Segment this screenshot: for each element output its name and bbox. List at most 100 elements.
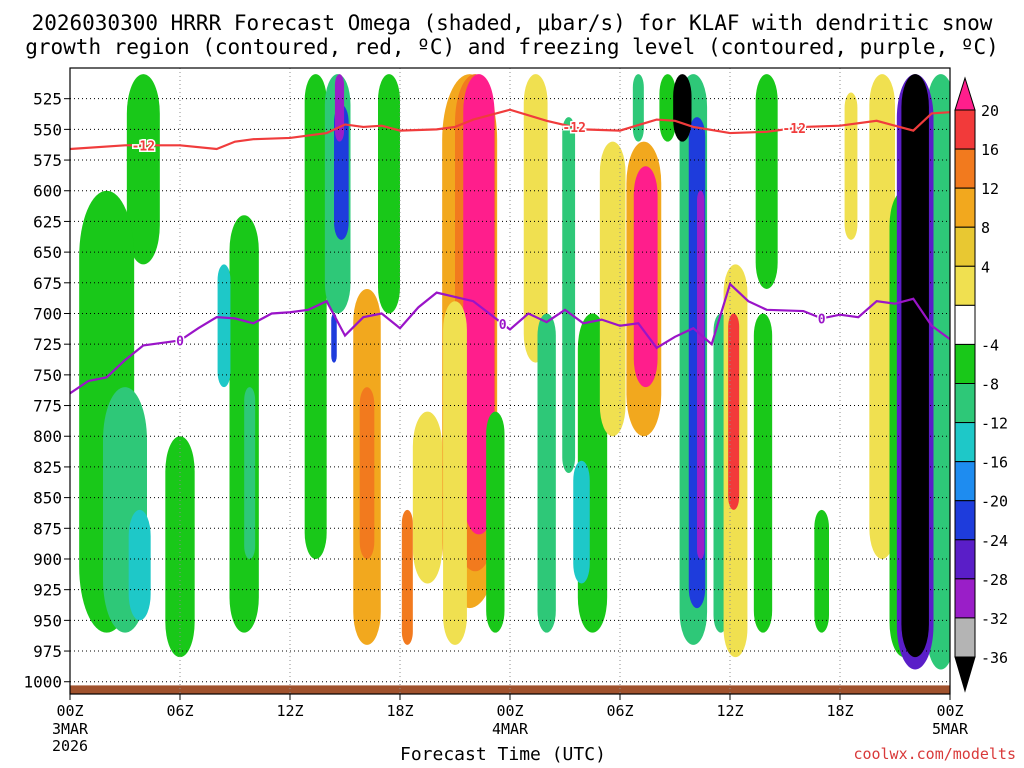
- y-tick-label: 900: [33, 550, 62, 569]
- dgz-contour-label: -12: [562, 121, 585, 136]
- x-tick-label: 00Z: [496, 702, 523, 720]
- omega-cell: [659, 74, 676, 142]
- omega-cell: [244, 387, 256, 559]
- x-tick-label: 18Z: [826, 702, 853, 720]
- y-tick-label: 550: [33, 120, 62, 139]
- colorbar-label: -12: [981, 415, 1008, 433]
- omega-cell: [523, 74, 548, 363]
- omega-cell: [412, 411, 443, 584]
- colorbar-swatch: [954, 578, 976, 619]
- x-tick-label: 06Z: [606, 702, 633, 720]
- x-tick-label: 06Z: [166, 702, 193, 720]
- y-tick-label: 975: [33, 642, 62, 661]
- y-tick-label: 725: [33, 335, 62, 354]
- omega-cell: [486, 411, 505, 633]
- colorbar-bottom-arrow: [954, 656, 976, 693]
- chart-title-line1: 2026030300 HRRR Forecast Omega (shaded, …: [31, 11, 993, 35]
- x-tick-year-label: 2026: [52, 737, 88, 755]
- colorbar-swatch: [954, 187, 976, 228]
- y-tick-label: 700: [33, 304, 62, 323]
- y-tick-label: 825: [33, 458, 62, 477]
- credit-text: coolwx.com/modelts: [853, 745, 1016, 763]
- colorbar-label: 4: [981, 258, 990, 276]
- colorbar-swatch: [954, 226, 976, 267]
- colorbar-swatch: [954, 539, 976, 580]
- omega-cell: [814, 509, 829, 633]
- y-tick-label: 1000: [23, 673, 62, 692]
- y-tick-label: 925: [33, 581, 62, 600]
- dgz-contour-label: -12: [782, 122, 805, 137]
- y-tick-label: 950: [33, 611, 62, 630]
- omega-cell: [331, 313, 337, 363]
- omega-cell: [755, 74, 778, 289]
- omega-cell: [128, 509, 151, 621]
- x-tick-date-label: 3MAR: [52, 720, 89, 738]
- x-tick-label: 00Z: [56, 702, 83, 720]
- omega-cell: [334, 74, 345, 142]
- omega-cell: [401, 509, 413, 645]
- colorbar-swatch: [954, 422, 976, 463]
- omega-cell: [573, 460, 590, 584]
- dgz-contour-line: [70, 108, 950, 151]
- y-tick-label: 800: [33, 427, 62, 446]
- omega-cell: [304, 74, 327, 559]
- y-tick-label: 675: [33, 274, 62, 293]
- x-tick-label: 00Z: [936, 702, 963, 720]
- y-tick-label: 525: [33, 90, 62, 109]
- freezing-contour-label: 0: [499, 318, 507, 333]
- x-tick-label: 12Z: [716, 702, 743, 720]
- chart-title-line2: growth region (contoured, red, ºC) and f…: [25, 35, 999, 59]
- x-tick-date-label: 5MAR: [932, 720, 969, 738]
- dgz-contour-label: -12: [132, 139, 155, 154]
- colorbar-swatch: [954, 383, 976, 424]
- colorbar-label: 12: [981, 180, 999, 198]
- colorbar-swatch: [954, 461, 976, 502]
- colorbar-swatch: [954, 148, 976, 189]
- colorbar-swatch: [954, 617, 976, 658]
- omega-cell: [673, 74, 692, 142]
- omega-cell: [632, 74, 644, 142]
- x-axis-title: Forecast Time (UTC): [400, 744, 606, 765]
- y-tick-label: 850: [33, 489, 62, 508]
- colorbar-swatch: [954, 265, 976, 306]
- colorbar-label: 8: [981, 219, 990, 237]
- colorbar-label: -16: [981, 454, 1008, 472]
- colorbar-label: -24: [981, 532, 1008, 550]
- colorbar-label: -4: [981, 336, 999, 354]
- y-tick-label: 875: [33, 519, 62, 538]
- omega-cell: [359, 387, 375, 559]
- y-tick-label: 750: [33, 366, 62, 385]
- omega-cell: [599, 141, 626, 437]
- colorbar-label: 16: [981, 141, 999, 159]
- omega-cell: [126, 74, 160, 265]
- colorbar-swatch: [954, 304, 976, 345]
- colorbar-label: -32: [981, 610, 1008, 628]
- freezing-contour-label: 0: [176, 334, 184, 349]
- y-tick-label: 775: [33, 397, 62, 416]
- x-tick-label: 18Z: [386, 702, 413, 720]
- colorbar-label: -20: [981, 493, 1008, 511]
- freezing-contour-line: [70, 282, 950, 395]
- colorbar-label: -28: [981, 571, 1008, 589]
- omega-cell: [562, 117, 576, 474]
- omega-cell: [537, 313, 556, 633]
- omega-cell: [443, 301, 467, 645]
- y-tick-label: 625: [33, 212, 62, 231]
- y-tick-label: 650: [33, 243, 62, 262]
- y-tick-label: 600: [33, 182, 62, 201]
- colorbar-swatch: [954, 343, 976, 384]
- colorbar-top-arrow: [954, 76, 976, 111]
- x-tick-label: 12Z: [276, 702, 303, 720]
- omega-cell: [165, 436, 195, 658]
- omega-cell: [217, 264, 231, 388]
- omega-cell: [844, 92, 858, 240]
- omega-cell: [753, 313, 773, 633]
- x-tick-date-label: 4MAR: [492, 720, 529, 738]
- colorbar-label: 20: [981, 102, 999, 120]
- y-tick-label: 575: [33, 151, 62, 170]
- omega-cell: [633, 166, 658, 388]
- omega-cell: [728, 313, 740, 510]
- omega-cell: [378, 74, 400, 314]
- freezing-contour-label: 0: [818, 312, 826, 327]
